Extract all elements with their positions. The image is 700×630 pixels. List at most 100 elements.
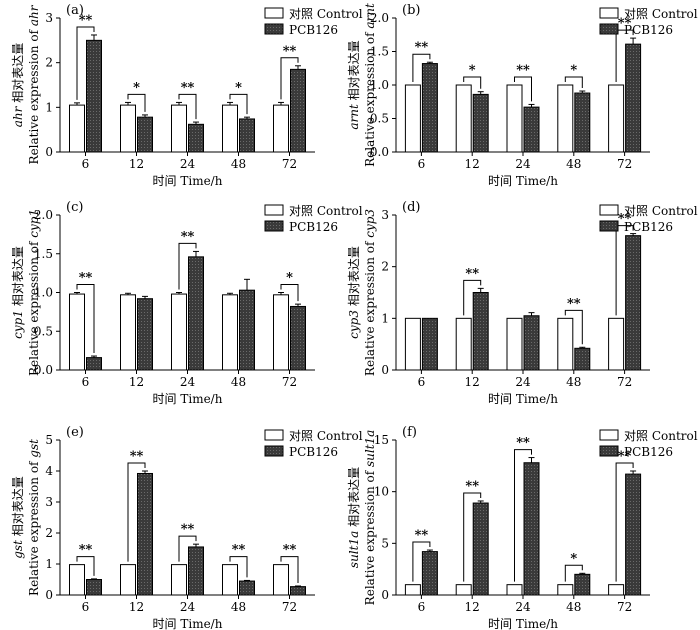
significance-mark: ** xyxy=(283,543,297,558)
x-axis-title: 时间 Time/h xyxy=(488,392,558,406)
panel-label: (f) xyxy=(402,425,417,440)
significance-bracket xyxy=(564,76,583,89)
bar-control xyxy=(557,84,574,153)
y-axis-en: Relative expression of xyxy=(363,238,377,376)
significance-bracket xyxy=(178,242,197,290)
significance-mark: ** xyxy=(516,436,530,451)
y-axis-en: Relative expression of xyxy=(363,467,377,605)
y-tick-label: 2.0 xyxy=(34,208,53,222)
significance-bracket xyxy=(463,279,482,316)
bar-control xyxy=(557,584,574,596)
significance-mark: ** xyxy=(181,80,195,95)
x-tick-label: 6 xyxy=(418,600,426,614)
significance-bracket xyxy=(76,284,95,354)
y-axis-gene-en: sult1a xyxy=(363,430,377,467)
bar-pcb126 xyxy=(239,118,255,153)
significance-mark: ** xyxy=(181,229,195,244)
x-tick-label: 72 xyxy=(282,157,297,171)
y-axis-cn: 相对表达量 xyxy=(11,246,25,310)
bar-control xyxy=(608,317,625,371)
y-axis-gene: cyp1 xyxy=(11,310,25,339)
y-tick-label: 0 xyxy=(381,588,389,602)
y-axis-en: Relative expression of xyxy=(27,238,41,376)
y-tick-label: 3 xyxy=(45,495,53,509)
x-tick-label: 48 xyxy=(231,375,246,389)
x-axis-title: 时间 Time/h xyxy=(488,617,558,630)
x-tick-label: 72 xyxy=(617,157,632,171)
y-axis-cn: 相对表达量 xyxy=(347,40,361,104)
x-tick-label: 72 xyxy=(282,375,297,389)
bar-pcb126 xyxy=(290,305,306,371)
bar-control xyxy=(404,84,421,153)
bar-control xyxy=(455,84,472,153)
y-axis-gene: ahr xyxy=(11,105,25,127)
y-axis-cn: 相对表达量 xyxy=(347,246,361,310)
y-axis-label: gst 相对表达量 xyxy=(11,476,25,559)
y-tick-label: 1.5 xyxy=(34,247,53,261)
y-tick-label: 10 xyxy=(374,485,389,499)
bar-control xyxy=(608,84,625,153)
bar-pcb126 xyxy=(86,357,102,371)
x-axis-title: 时间 Time/h xyxy=(153,617,223,630)
y-axis-label-en: Relative expression of sult1a xyxy=(363,430,377,606)
x-tick-label: 72 xyxy=(617,375,632,389)
x-tick-label: 24 xyxy=(515,375,531,389)
y-tick-label: 2 xyxy=(381,260,389,274)
significance-bracket xyxy=(514,76,532,102)
y-tick-label: 2.0 xyxy=(370,11,389,25)
bar-pcb126 xyxy=(137,298,153,371)
significance-mark: ** xyxy=(79,543,93,558)
y-axis-gene-en: cyp1 xyxy=(27,209,41,238)
significance-mark: ** xyxy=(465,479,479,494)
significance-bracket xyxy=(76,556,95,576)
significance-bracket xyxy=(615,225,634,316)
bar-pcb126 xyxy=(625,43,642,153)
y-axis-label: cyp1 相对表达量 xyxy=(11,246,25,339)
bar-pcb126 xyxy=(523,315,540,371)
bar-pcb126 xyxy=(574,92,591,153)
bar-control xyxy=(222,104,238,153)
y-axis-gene-en: ahr xyxy=(27,4,41,26)
legend-label-control: 对照 Control xyxy=(624,429,698,443)
bar-pcb126 xyxy=(290,68,306,153)
legend-label-control: 对照 Control xyxy=(289,204,363,218)
significance-mark: * xyxy=(286,271,293,286)
y-tick-label: 15 xyxy=(374,433,389,447)
legend-swatch-pcb126 xyxy=(599,445,619,457)
y-tick-label: 1.5 xyxy=(370,45,389,59)
y-tick-label: 4 xyxy=(45,464,53,478)
x-tick-label: 6 xyxy=(82,600,90,614)
panel-label: (a) xyxy=(66,3,84,18)
bar-pcb126 xyxy=(421,551,438,596)
significance-mark: ** xyxy=(232,543,246,558)
y-tick-label: 5 xyxy=(381,536,389,550)
significance-bracket xyxy=(514,449,532,582)
y-tick-label: 2 xyxy=(45,526,53,540)
x-tick-label: 12 xyxy=(465,375,480,389)
bar-pcb126 xyxy=(188,256,204,371)
legend-label-pcb126: PCB126 xyxy=(624,445,673,459)
y-tick-label: 0 xyxy=(45,588,53,602)
bar-pcb126 xyxy=(472,292,489,371)
y-axis-label-en: Relative expression of ahr xyxy=(27,4,41,164)
significance-bracket xyxy=(76,26,95,100)
panel-label: (d) xyxy=(402,200,420,215)
bar-control xyxy=(222,564,238,596)
y-axis-gene-en: arnt xyxy=(363,3,377,29)
significance-bracket xyxy=(412,53,431,82)
legend-swatch-control xyxy=(264,204,284,216)
x-axis-title: 时间 Time/h xyxy=(153,392,223,406)
legend-swatch-pcb126 xyxy=(264,220,284,232)
significance-bracket xyxy=(463,492,482,582)
bar-control xyxy=(69,104,85,153)
x-tick-label: 24 xyxy=(515,157,531,171)
significance-bracket xyxy=(229,556,248,578)
significance-bracket xyxy=(229,93,248,115)
x-tick-label: 6 xyxy=(418,375,426,389)
significance-bracket xyxy=(615,29,634,82)
y-tick-label: 0.0 xyxy=(370,145,389,159)
significance-bracket xyxy=(564,564,583,582)
significance-mark: ** xyxy=(415,40,429,55)
bar-pcb126 xyxy=(188,546,204,596)
